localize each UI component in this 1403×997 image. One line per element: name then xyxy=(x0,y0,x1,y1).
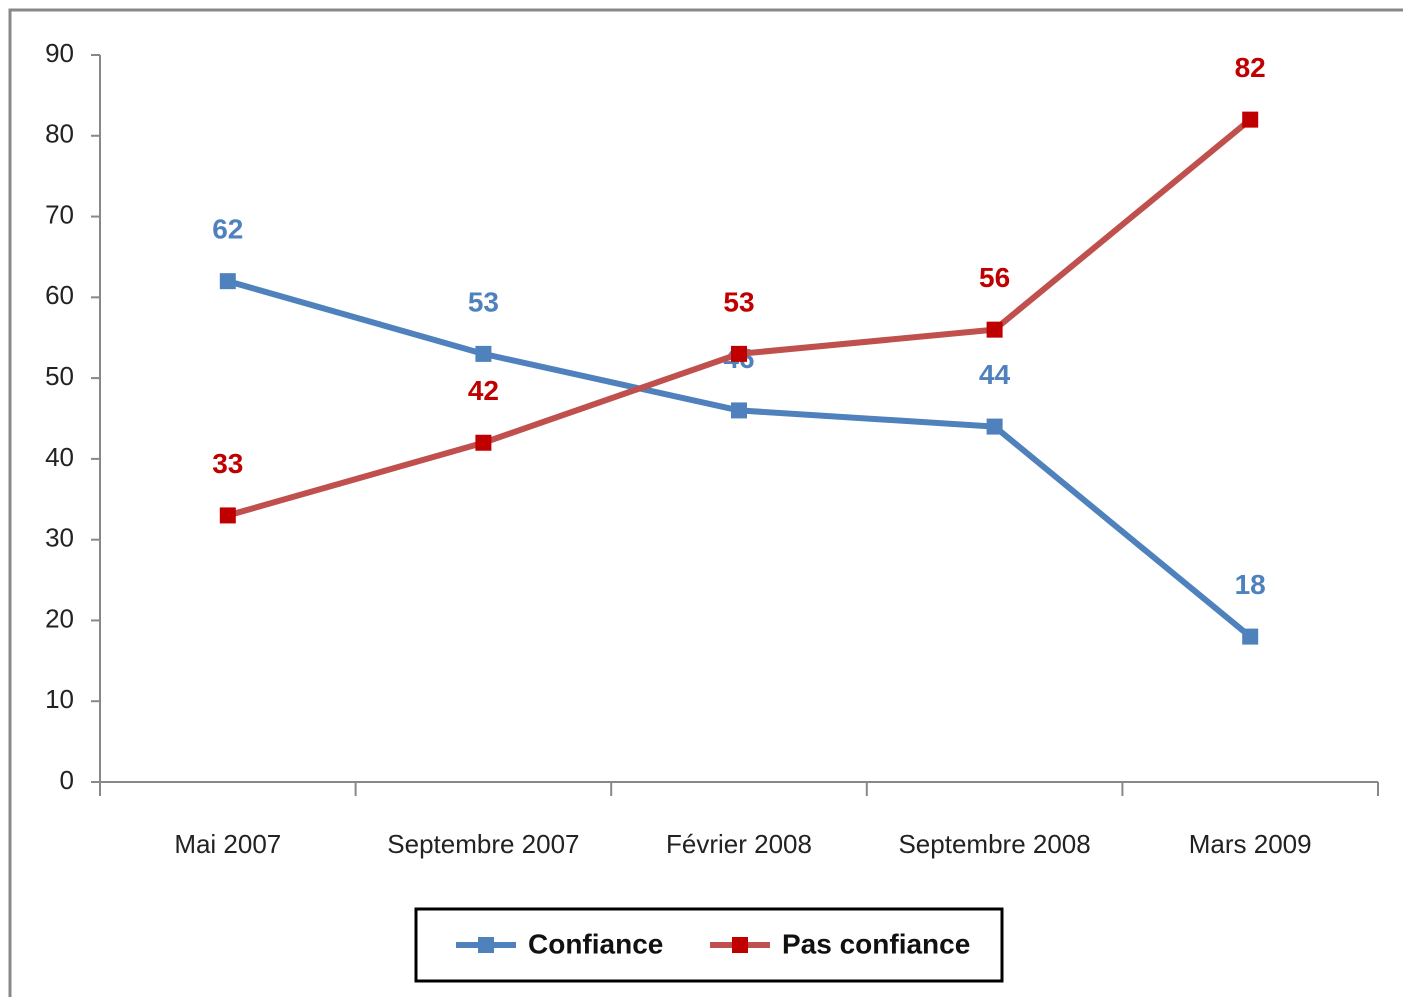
marker xyxy=(731,345,747,362)
data-label: 56 xyxy=(979,262,1010,293)
data-label: 18 xyxy=(1235,569,1266,600)
x-tick-label: Mai 2007 xyxy=(174,829,281,859)
marker xyxy=(986,321,1003,338)
y-tick-label: 10 xyxy=(45,684,74,714)
chart-border xyxy=(8,8,1403,997)
series-line xyxy=(226,278,1253,639)
legend-label: Confiance xyxy=(528,928,663,959)
x-tick-label: Mars 2009 xyxy=(1189,829,1312,859)
data-label: 53 xyxy=(468,286,499,317)
x-tick-label: Septembre 2007 xyxy=(387,829,579,859)
data-label: 33 xyxy=(212,448,243,479)
y-tick-label: 80 xyxy=(45,119,74,149)
y-tick-label: 0 xyxy=(60,765,74,795)
marker xyxy=(986,418,1003,435)
y-tick-label: 30 xyxy=(45,523,74,553)
marker xyxy=(475,345,492,362)
y-tick-label: 60 xyxy=(45,280,74,310)
x-tick-label: Septembre 2008 xyxy=(898,829,1090,859)
data-label: 44 xyxy=(979,359,1011,390)
legend-marker xyxy=(478,937,494,953)
marker xyxy=(475,434,492,451)
y-tick-label: 50 xyxy=(45,361,74,391)
y-tick-label: 40 xyxy=(45,442,74,472)
series-line xyxy=(226,117,1253,519)
data-label: 62 xyxy=(212,214,243,245)
marker xyxy=(1242,628,1259,645)
marker xyxy=(731,402,747,419)
y-tick-label: 20 xyxy=(45,603,74,633)
x-tick-label: Février 2008 xyxy=(666,829,812,859)
legend-box xyxy=(414,907,1004,983)
marker xyxy=(1242,111,1259,128)
data-label: 53 xyxy=(723,286,754,317)
data-label: 82 xyxy=(1235,52,1266,83)
y-tick-label: 90 xyxy=(45,38,74,68)
marker xyxy=(219,273,236,290)
data-label: 42 xyxy=(468,375,499,406)
legend-label: Pas confiance xyxy=(782,928,970,959)
marker xyxy=(219,507,236,524)
y-tick-label: 70 xyxy=(45,199,74,229)
legend-marker xyxy=(732,937,748,953)
